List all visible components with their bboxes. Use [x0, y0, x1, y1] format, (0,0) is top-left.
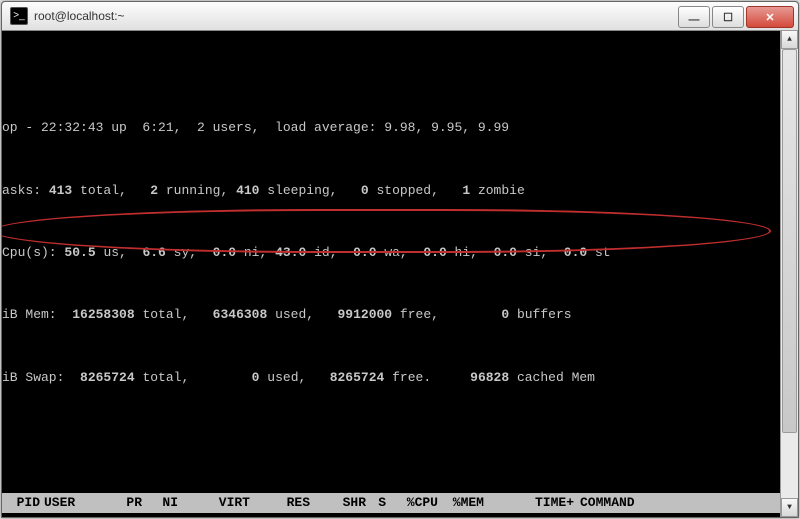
scroll-up-button[interactable]: ▲	[781, 30, 798, 49]
title-bar[interactable]: >_ root@localhost:~ — ☐ ✕	[2, 2, 798, 31]
swap-line: iB Swap: 8265724 total, 0 used, 8265724 …	[2, 368, 794, 389]
cpu-line: Cpu(s): 50.5 us, 6.6 sy, 0.0 ni, 43.0 id…	[2, 243, 794, 264]
scrollbar-track[interactable]	[781, 49, 798, 498]
blank-line	[2, 430, 794, 451]
terminal-icon: >_	[10, 7, 28, 25]
close-button[interactable]: ✕	[746, 6, 794, 28]
minimize-button[interactable]: —	[678, 6, 710, 28]
window-buttons: — ☐ ✕	[676, 6, 794, 26]
scrollbar-thumb[interactable]	[782, 49, 797, 433]
terminal-body[interactable]: op - 22:32:43 up 6:21, 2 users, load ave…	[2, 31, 798, 518]
window-title: root@localhost:~	[34, 9, 676, 23]
maximize-button[interactable]: ☐	[712, 6, 744, 28]
vertical-scrollbar[interactable]: ▲ ▼	[780, 30, 798, 517]
top-summary-line: op - 22:32:43 up 6:21, 2 users, load ave…	[2, 118, 794, 139]
mem-line: iB Mem: 16258308 total, 6346308 used, 99…	[2, 305, 794, 326]
terminal-window: >_ root@localhost:~ — ☐ ✕ op - 22:32:43 …	[1, 1, 799, 518]
scroll-down-button[interactable]: ▼	[781, 498, 798, 517]
table-header: PIDUSERPRNIVIRTRESSHRS%CPU%MEMTIME+COMMA…	[2, 493, 794, 514]
tasks-line: asks: 413 total, 2 running, 410 sleeping…	[2, 181, 794, 202]
